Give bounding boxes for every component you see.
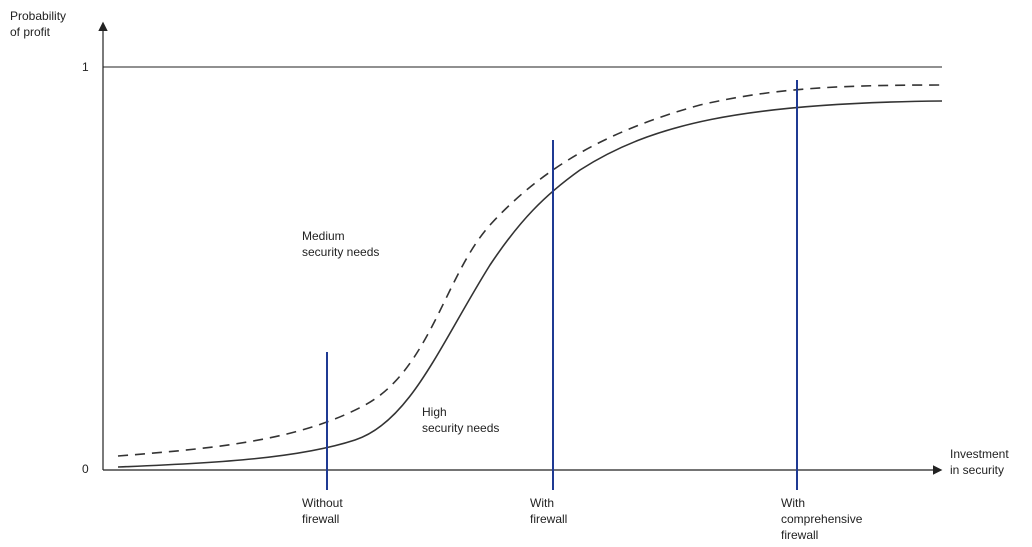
marker-label-without-firewall: Without firewall: [302, 496, 343, 526]
y-tick-zero: 0: [82, 462, 89, 476]
curve-medium-security: [117, 84, 943, 457]
marker-label-with-firewall: With firewall: [530, 496, 568, 526]
marker-label-comprehensive-firewall: With comprehensive firewall: [781, 496, 863, 542]
curve-label-medium: Medium security needs: [302, 229, 380, 259]
x-axis-label: Investment in security: [950, 447, 1009, 477]
y-tick-one: 1: [82, 60, 89, 74]
curve-high-security: [117, 100, 943, 468]
y-axis-label: Probability of profit: [10, 9, 67, 39]
curve-label-high: High security needs: [422, 405, 500, 435]
